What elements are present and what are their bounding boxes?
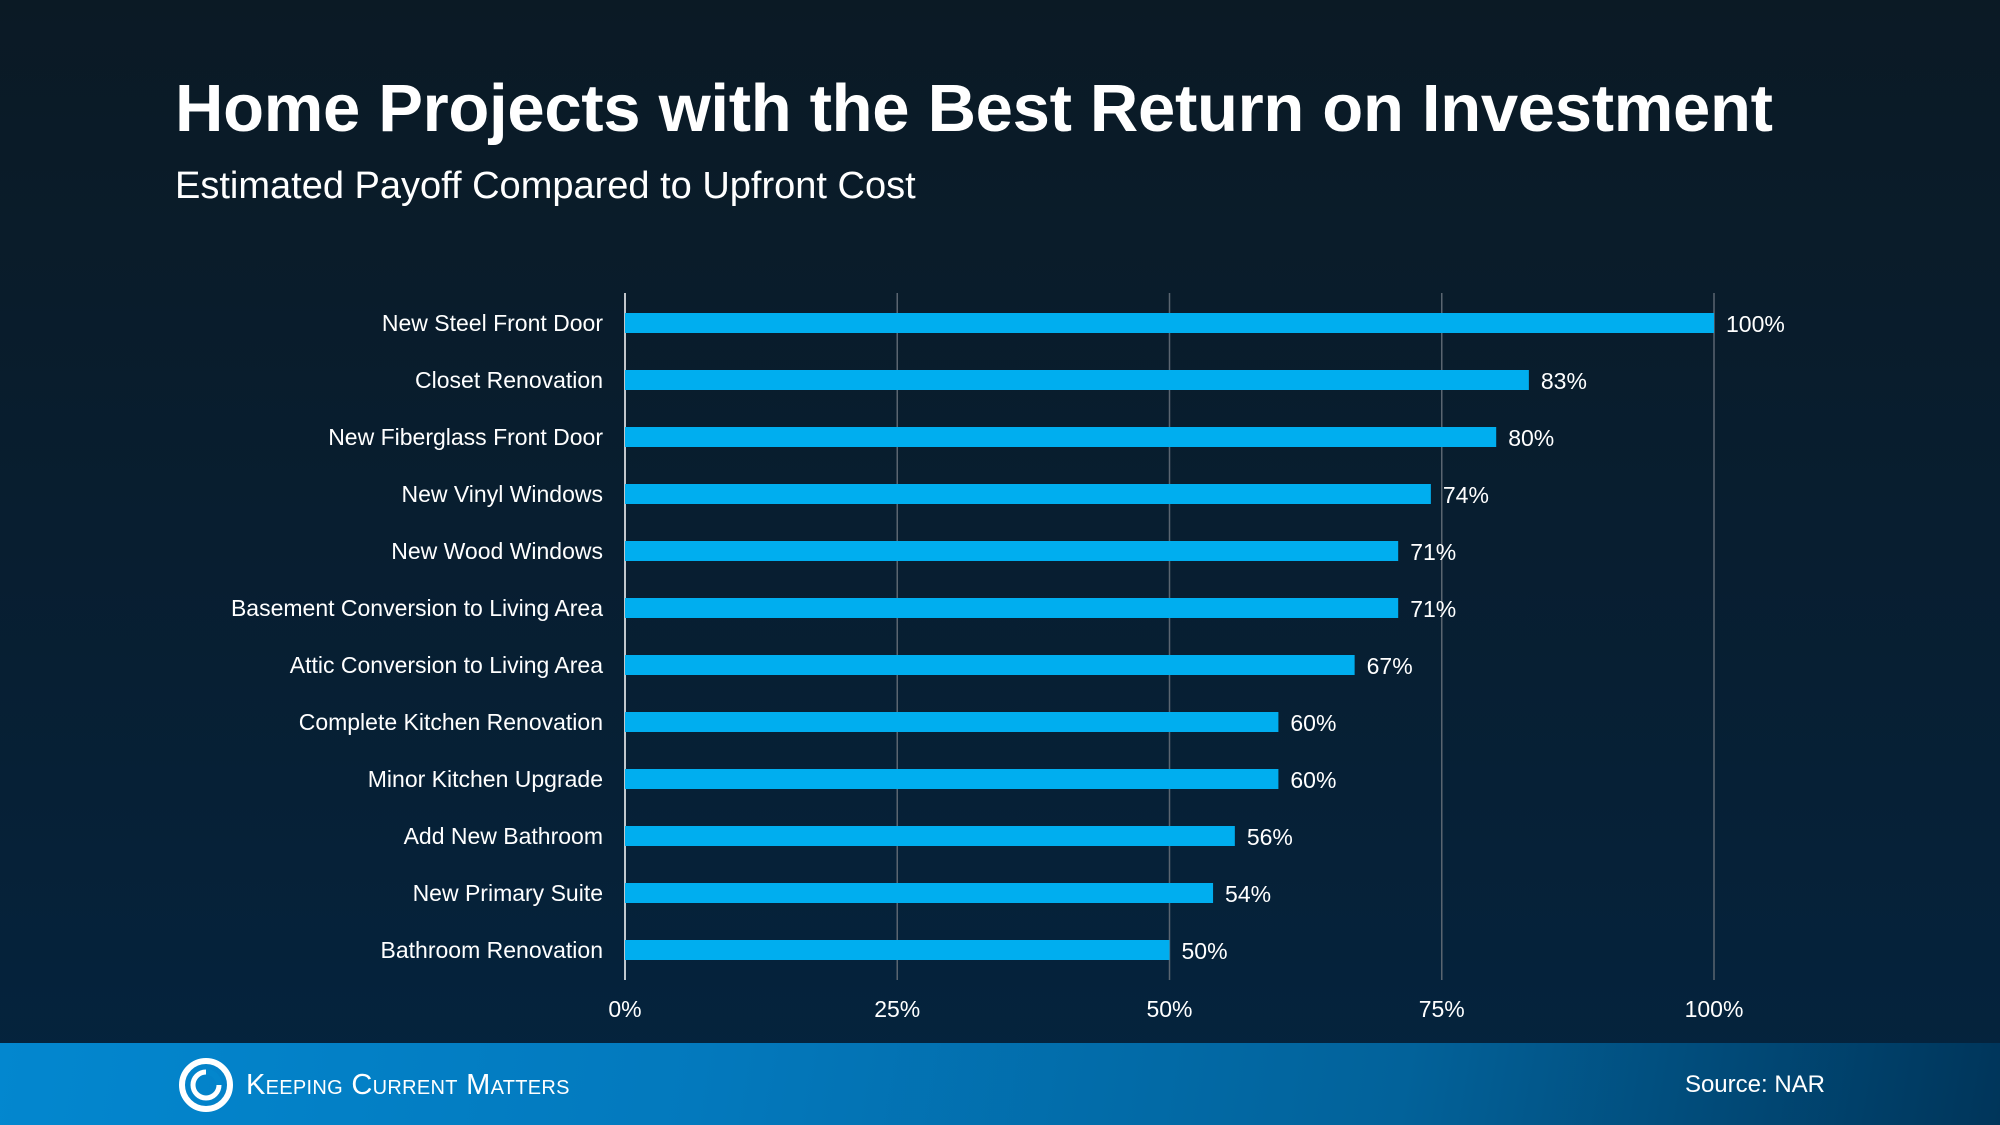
category-label: Closet Renovation: [415, 367, 603, 393]
x-tick-label: 75%: [1419, 996, 1465, 1022]
x-tick-label: 0%: [608, 996, 641, 1022]
category-label: Bathroom Renovation: [381, 937, 603, 963]
bar: [625, 598, 1399, 618]
x-tick-label: 25%: [874, 996, 920, 1022]
category-label: New Primary Suite: [413, 880, 603, 906]
bar: [625, 883, 1214, 903]
category-label: Minor Kitchen Upgrade: [368, 766, 603, 792]
bar: [625, 940, 1170, 960]
data-label: 50%: [1182, 938, 1228, 964]
category-label: New Wood Windows: [391, 538, 603, 564]
category-label: Add New Bathroom: [404, 823, 603, 849]
data-label: 56%: [1247, 824, 1293, 850]
bar: [625, 313, 1714, 333]
category-label: New Steel Front Door: [382, 310, 603, 336]
logo: Keeping Current Matters: [178, 1057, 570, 1113]
x-tick-label: 100%: [1685, 996, 1744, 1022]
bar: [625, 826, 1235, 846]
data-label: 54%: [1225, 881, 1271, 907]
logo-text: Keeping Current Matters: [246, 1068, 570, 1101]
data-label: 83%: [1541, 368, 1587, 394]
bar: [625, 769, 1279, 789]
data-label: 74%: [1443, 482, 1489, 508]
bar: [625, 655, 1355, 675]
category-label: New Fiberglass Front Door: [328, 424, 603, 450]
chart-subtitle: Estimated Payoff Compared to Upfront Cos…: [175, 165, 916, 207]
data-label: 67%: [1367, 653, 1413, 679]
bar: [625, 370, 1529, 390]
data-label: 80%: [1508, 425, 1554, 451]
bar: [625, 484, 1431, 504]
bar: [625, 541, 1399, 561]
data-label: 60%: [1290, 710, 1336, 736]
bar: [625, 712, 1279, 732]
data-label: 60%: [1290, 767, 1336, 793]
chart-title: Home Projects with the Best Return on In…: [175, 71, 1773, 146]
footer: Keeping Current Matters Source: NAR: [0, 1043, 2000, 1125]
data-label: 71%: [1410, 539, 1456, 565]
category-label: Attic Conversion to Living Area: [290, 652, 603, 678]
category-label: New Vinyl Windows: [401, 481, 603, 507]
category-label: Complete Kitchen Renovation: [299, 709, 603, 735]
bar-chart: 0% 25% 50% 75% 100% New Steel Front Door 100% C…: [231, 293, 1785, 1022]
data-label: 100%: [1726, 311, 1785, 337]
bar: [625, 427, 1497, 447]
source-note: Source: NAR: [1684, 1071, 1825, 1098]
category-label: Basement Conversion to Living Area: [231, 595, 603, 621]
kcm-swirl-icon: [179, 1058, 233, 1112]
x-tick-label: 50%: [1146, 996, 1192, 1022]
data-label: 71%: [1410, 596, 1456, 622]
